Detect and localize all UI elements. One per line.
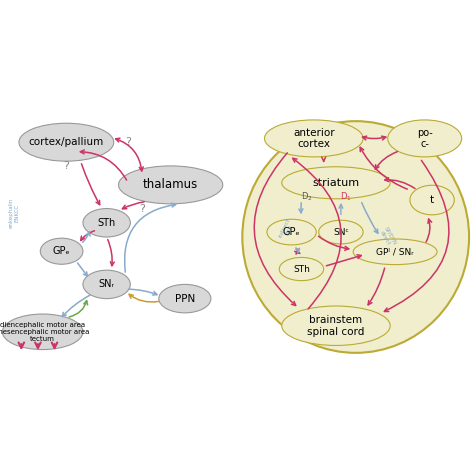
FancyArrowPatch shape [363,136,386,140]
Ellipse shape [282,306,390,346]
Ellipse shape [282,167,390,199]
Text: D$_1$: D$_1$ [340,190,352,202]
Text: ?: ? [64,161,69,171]
FancyArrowPatch shape [81,231,94,240]
Ellipse shape [388,120,462,157]
Ellipse shape [319,220,363,244]
Text: striatum: striatum [312,178,360,188]
Ellipse shape [279,257,324,281]
Text: SP/DYN
direct: SP/DYN direct [378,226,397,248]
FancyArrowPatch shape [295,249,300,254]
Ellipse shape [242,121,469,353]
Text: po-
c-: po- c- [417,128,433,149]
FancyArrowPatch shape [80,150,127,180]
FancyArrowPatch shape [116,138,143,171]
FancyArrowPatch shape [360,147,407,189]
FancyArrowPatch shape [82,164,100,205]
Text: ?: ? [125,137,131,147]
Text: indirect
ENK: indirect ENK [277,218,296,241]
Ellipse shape [83,209,130,237]
Text: enkephalin
ENKCC: enkephalin ENKCC [9,198,19,228]
Ellipse shape [410,185,454,215]
Ellipse shape [267,219,316,245]
FancyArrowPatch shape [122,202,144,209]
Ellipse shape [40,238,83,264]
Text: GPᴵ / SNᵣ: GPᴵ / SNᵣ [376,247,414,256]
Text: GPₑ: GPₑ [53,246,71,256]
Text: STh: STh [98,218,116,228]
FancyArrowPatch shape [125,203,176,272]
FancyArrowPatch shape [62,295,90,317]
FancyArrowPatch shape [78,263,87,276]
Text: PPN: PPN [175,293,195,304]
FancyArrowPatch shape [82,232,90,242]
Text: t: t [430,195,434,205]
FancyArrowPatch shape [128,289,157,295]
Ellipse shape [19,123,114,161]
FancyArrowPatch shape [254,153,296,305]
Ellipse shape [118,166,223,204]
FancyArrowPatch shape [385,178,415,189]
FancyArrowPatch shape [319,236,349,250]
FancyArrowPatch shape [322,157,326,162]
Ellipse shape [159,284,211,313]
Text: ?: ? [139,203,145,214]
Text: anterior
cortex: anterior cortex [293,128,335,149]
Text: D$_2$: D$_2$ [301,190,312,202]
Text: SNᵣ: SNᵣ [99,279,115,290]
FancyArrowPatch shape [362,202,378,233]
Text: STh: STh [293,264,310,273]
Ellipse shape [353,239,437,264]
FancyArrowPatch shape [293,158,341,309]
FancyArrowPatch shape [69,301,88,317]
FancyArrowPatch shape [299,203,303,213]
Text: diencephalic motor area
mesencephalic motor area
tectum: diencephalic motor area mesencephalic mo… [0,322,89,342]
Ellipse shape [83,270,130,299]
FancyArrowPatch shape [375,152,397,169]
FancyArrowPatch shape [108,239,114,266]
FancyArrowPatch shape [296,248,300,253]
FancyArrowPatch shape [339,204,343,215]
FancyArrowPatch shape [326,255,361,266]
Ellipse shape [2,314,83,350]
Text: thalamus: thalamus [143,178,198,191]
FancyArrowPatch shape [129,294,158,302]
FancyArrowPatch shape [426,219,432,242]
Ellipse shape [264,120,363,157]
FancyArrowPatch shape [384,160,449,311]
Text: brainstem
spinal cord: brainstem spinal cord [307,315,365,337]
FancyArrowPatch shape [368,268,384,305]
Text: GPₑ: GPₑ [283,227,301,237]
Text: SNᶜ: SNᶜ [333,228,349,237]
Text: cortex/pallium: cortex/pallium [29,137,104,147]
